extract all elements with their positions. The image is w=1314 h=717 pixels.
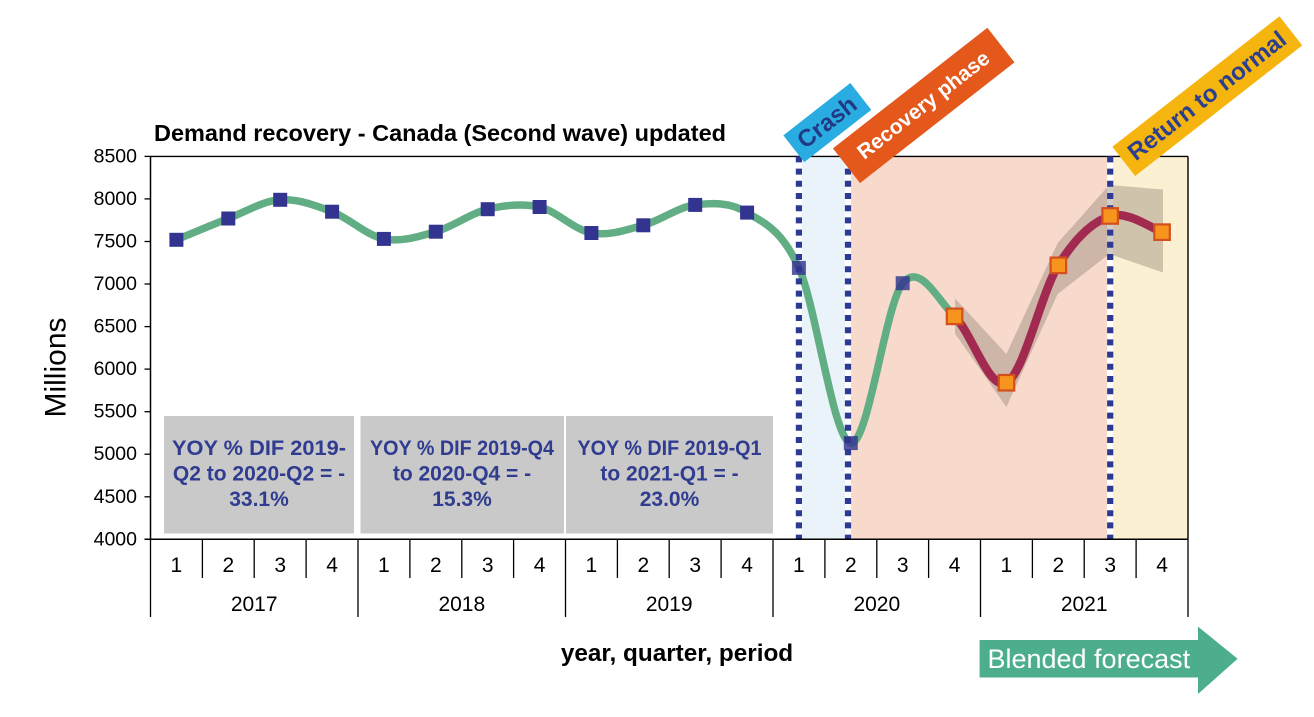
svg-text:YOY % DIF 2019-: YOY % DIF 2019- — [172, 437, 346, 460]
svg-text:2017: 2017 — [231, 593, 278, 616]
svg-text:6500: 6500 — [94, 316, 138, 338]
svg-text:4: 4 — [326, 554, 338, 577]
svg-text:4500: 4500 — [94, 486, 138, 508]
svg-text:4: 4 — [534, 554, 546, 577]
svg-text:Demand recovery - Canada (Seco: Demand recovery - Canada (Second wave) u… — [154, 120, 726, 146]
svg-text:7000: 7000 — [94, 273, 138, 295]
svg-text:1: 1 — [1001, 554, 1013, 577]
svg-text:15.3%: 15.3% — [432, 488, 492, 511]
svg-text:4000: 4000 — [94, 528, 138, 550]
svg-text:2019: 2019 — [646, 593, 693, 616]
svg-text:YOY % DIF 2019-Q4: YOY % DIF 2019-Q4 — [370, 437, 554, 460]
svg-text:Blended forecast: Blended forecast — [987, 644, 1190, 674]
svg-text:year, quarter, period: year, quarter, period — [561, 640, 793, 667]
svg-text:5000: 5000 — [94, 443, 138, 465]
svg-text:1: 1 — [586, 554, 598, 577]
svg-text:to 2020-Q4 = -: to 2020-Q4 = - — [393, 463, 531, 486]
svg-text:2018: 2018 — [438, 593, 485, 616]
svg-text:2: 2 — [637, 554, 649, 577]
svg-text:2: 2 — [430, 554, 442, 577]
svg-text:Millions: Millions — [40, 317, 73, 417]
svg-text:23.0%: 23.0% — [640, 488, 700, 511]
svg-text:2020: 2020 — [853, 593, 900, 616]
svg-text:Q2 to 2020-Q2 = -: Q2 to 2020-Q2 = - — [173, 463, 345, 486]
svg-text:2: 2 — [845, 554, 857, 577]
svg-text:4: 4 — [949, 554, 961, 577]
svg-text:8500: 8500 — [94, 145, 138, 167]
svg-text:33.1%: 33.1% — [229, 488, 289, 511]
svg-text:3: 3 — [689, 554, 701, 577]
svg-text:to 2021-Q1 = -: to 2021-Q1 = - — [600, 463, 738, 486]
svg-text:1: 1 — [171, 554, 183, 577]
svg-text:4: 4 — [741, 554, 753, 577]
svg-text:8000: 8000 — [94, 188, 138, 210]
svg-text:1: 1 — [378, 554, 390, 577]
svg-text:2021: 2021 — [1061, 593, 1108, 616]
svg-text:YOY % DIF 2019-Q1: YOY % DIF 2019-Q1 — [578, 437, 762, 460]
svg-text:2: 2 — [1052, 554, 1064, 577]
svg-text:3: 3 — [897, 554, 909, 577]
svg-text:6000: 6000 — [94, 358, 138, 380]
svg-text:4: 4 — [1156, 554, 1168, 577]
svg-text:1: 1 — [793, 554, 805, 577]
svg-text:5500: 5500 — [94, 401, 138, 423]
svg-text:3: 3 — [274, 554, 286, 577]
svg-text:3: 3 — [482, 554, 494, 577]
svg-text:2: 2 — [222, 554, 234, 577]
svg-text:7500: 7500 — [94, 231, 138, 253]
svg-text:3: 3 — [1104, 554, 1116, 577]
